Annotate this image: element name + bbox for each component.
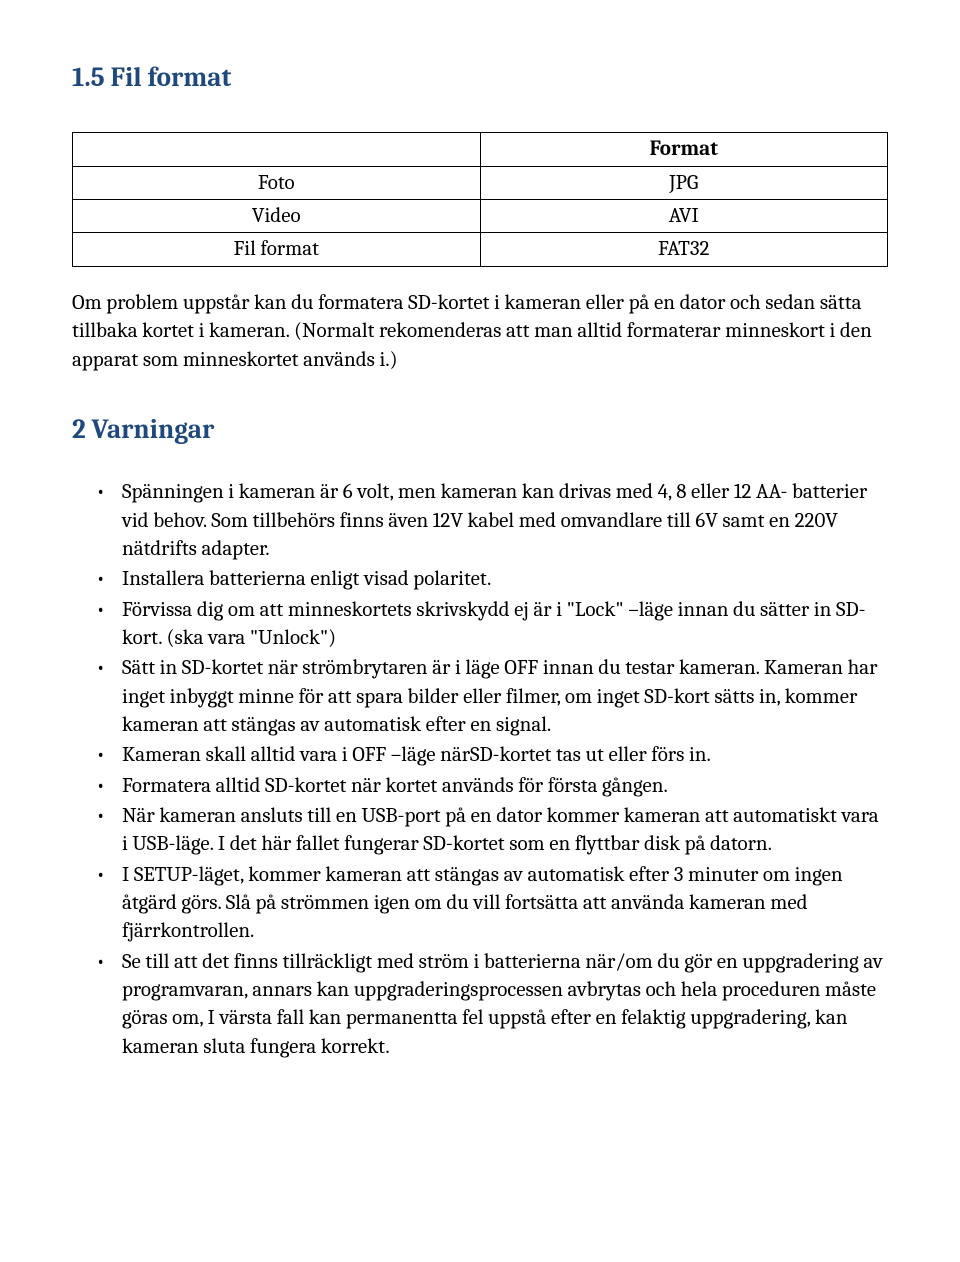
section-heading-1-5: 1.5 Fil format	[72, 60, 888, 96]
table-cell: FAT32	[480, 233, 888, 266]
list-item: Sätt in SD-kortet när strömbrytaren är i…	[122, 654, 888, 739]
table-cell: Foto	[73, 166, 481, 199]
section-heading-2: 2 Varningar	[72, 412, 888, 448]
table-cell: JPG	[480, 166, 888, 199]
list-item: Se till att det finns tillräckligt med s…	[122, 948, 888, 1061]
list-item: Installera batterierna enligt visad pola…	[122, 565, 888, 593]
list-item: När kameran ansluts till en USB-port på …	[122, 802, 888, 859]
warnings-list: Spänningen i kameran är 6 volt, men kame…	[72, 478, 888, 1061]
table-header-empty	[73, 133, 481, 166]
table-cell: AVI	[480, 200, 888, 233]
list-item: Förvissa dig om att minneskortets skrivs…	[122, 596, 888, 653]
list-item: I SETUP-läget, kommer kameran att stänga…	[122, 861, 888, 946]
format-table: Format Foto JPG Video AVI Fil format FAT…	[72, 132, 888, 266]
table-row: Video AVI	[73, 200, 888, 233]
list-item: Formatera alltid SD-kortet när kortet an…	[122, 772, 888, 800]
list-item: Spänningen i kameran är 6 volt, men kame…	[122, 478, 888, 563]
paragraph-format-note: Om problem uppstår kan du formatera SD-k…	[72, 289, 888, 374]
table-row: Fil format FAT32	[73, 233, 888, 266]
table-cell: Video	[73, 200, 481, 233]
table-header-format: Format	[480, 133, 888, 166]
list-item: Kameran skall alltid vara i OFF –läge nä…	[122, 741, 888, 769]
table-row: Foto JPG	[73, 166, 888, 199]
table-cell: Fil format	[73, 233, 481, 266]
